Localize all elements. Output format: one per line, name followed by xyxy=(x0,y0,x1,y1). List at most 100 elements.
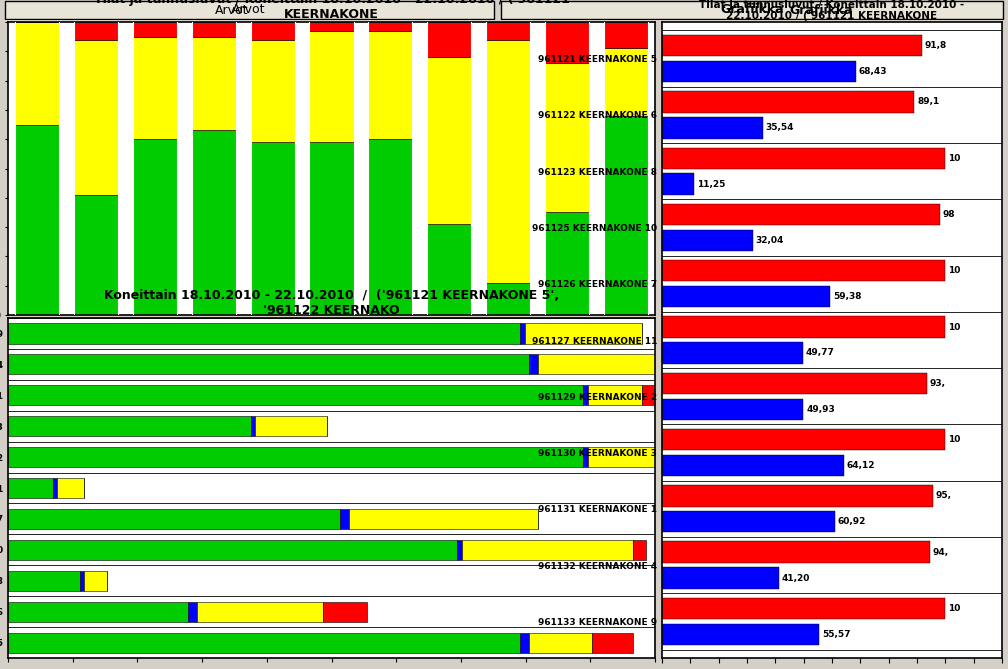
Bar xyxy=(251,22,294,39)
Bar xyxy=(592,632,633,652)
Bar xyxy=(835,355,848,375)
Bar xyxy=(662,229,753,251)
Bar xyxy=(8,571,80,591)
Bar xyxy=(662,399,803,420)
Title: Tilat ja tunnusluvut / Koneittain 18.10.2010 -
22.10.2010 / ('961121 KEERNAKONE: Tilat ja tunnusluvut / Koneittain 18.10.… xyxy=(700,0,965,21)
Bar xyxy=(458,540,462,560)
Bar xyxy=(520,632,529,652)
Bar xyxy=(8,416,251,436)
Text: 32,04: 32,04 xyxy=(756,236,784,245)
Bar xyxy=(350,509,538,529)
Bar xyxy=(662,541,929,563)
Text: 41,20: 41,20 xyxy=(781,573,810,583)
Bar xyxy=(662,147,946,169)
Text: 93,: 93, xyxy=(929,379,946,388)
Text: 98: 98 xyxy=(942,210,956,219)
Bar xyxy=(427,224,471,315)
Bar xyxy=(192,130,236,315)
Text: 49,77: 49,77 xyxy=(805,349,835,357)
Legend: Häiriö, Odotus, Kappaleen vaihto, Autom.ajo: Häiriö, Odotus, Kappaleen vaihto, Autom.… xyxy=(668,28,799,151)
Text: 95,: 95, xyxy=(935,492,952,500)
Bar xyxy=(604,48,648,116)
Bar xyxy=(15,124,59,315)
Bar xyxy=(197,601,323,622)
Bar xyxy=(662,173,694,195)
Bar xyxy=(662,567,779,589)
Text: Grafiikka: Grafiikka xyxy=(789,3,854,17)
Bar xyxy=(323,601,368,622)
Bar xyxy=(8,355,529,375)
Bar xyxy=(662,429,946,450)
Bar xyxy=(588,447,723,467)
Text: 10: 10 xyxy=(949,435,961,444)
Bar xyxy=(462,540,633,560)
Bar xyxy=(80,571,85,591)
Bar xyxy=(192,37,236,130)
Bar xyxy=(529,632,592,652)
Text: 10: 10 xyxy=(949,322,961,332)
Bar xyxy=(662,598,946,619)
Bar xyxy=(633,540,646,560)
Text: 94,: 94, xyxy=(932,548,949,557)
Bar xyxy=(544,63,589,213)
Bar xyxy=(85,571,107,591)
Bar xyxy=(662,624,820,645)
Bar xyxy=(501,1,1003,19)
Bar xyxy=(486,39,530,283)
Title: Koneittain 18.10.2010 - 22.10.2010  /  ('961121 KEERNAKONE 5',
'961122 KEERNAKO: Koneittain 18.10.2010 - 22.10.2010 / ('9… xyxy=(104,289,559,317)
Bar xyxy=(75,195,118,315)
Bar xyxy=(583,447,588,467)
Bar xyxy=(251,416,255,436)
Text: 49,93: 49,93 xyxy=(806,405,835,413)
Bar xyxy=(133,22,177,37)
Bar xyxy=(544,213,589,315)
Bar xyxy=(662,485,932,506)
Bar xyxy=(15,22,59,124)
Bar xyxy=(538,355,835,375)
Bar xyxy=(133,139,177,315)
Bar xyxy=(604,116,648,315)
Text: Grafiikka: Grafiikka xyxy=(720,3,784,16)
Bar xyxy=(486,22,530,39)
Text: 91,8: 91,8 xyxy=(925,41,948,50)
Bar xyxy=(309,31,354,142)
Bar xyxy=(662,316,946,338)
Bar xyxy=(723,447,736,467)
Bar xyxy=(8,601,187,622)
Bar xyxy=(641,385,657,405)
Bar xyxy=(5,1,494,19)
Bar xyxy=(8,632,520,652)
Text: 10: 10 xyxy=(949,154,961,163)
Bar xyxy=(255,416,327,436)
Bar xyxy=(8,509,341,529)
Bar xyxy=(520,323,525,343)
Bar xyxy=(251,142,294,315)
Bar xyxy=(662,61,856,82)
Bar xyxy=(133,37,177,139)
Bar xyxy=(8,385,583,405)
Text: Arvot: Arvot xyxy=(215,3,249,17)
Bar xyxy=(368,31,412,139)
Text: 60,92: 60,92 xyxy=(838,517,866,527)
Bar xyxy=(662,117,763,138)
Bar xyxy=(8,540,458,560)
Bar xyxy=(662,91,914,112)
Text: 11,25: 11,25 xyxy=(697,179,725,189)
Text: Arvot: Arvot xyxy=(232,3,266,16)
Bar xyxy=(8,323,520,343)
Legend: Autom.ajo h, Kappaleen vaihto h, Odotus h, Häiriö h: Autom.ajo h, Kappaleen vaihto h, Odotus … xyxy=(668,325,810,448)
Bar xyxy=(588,385,641,405)
Bar xyxy=(8,478,53,498)
Bar xyxy=(341,509,350,529)
Bar xyxy=(427,57,471,224)
Bar xyxy=(662,260,946,282)
Bar xyxy=(662,35,922,56)
Text: 59,38: 59,38 xyxy=(833,292,862,301)
Bar xyxy=(662,511,835,533)
Text: 89,1: 89,1 xyxy=(917,98,939,106)
Bar xyxy=(662,343,803,364)
Text: 10: 10 xyxy=(949,604,961,613)
Bar xyxy=(75,22,118,39)
Bar xyxy=(544,22,589,63)
Bar xyxy=(309,22,354,31)
